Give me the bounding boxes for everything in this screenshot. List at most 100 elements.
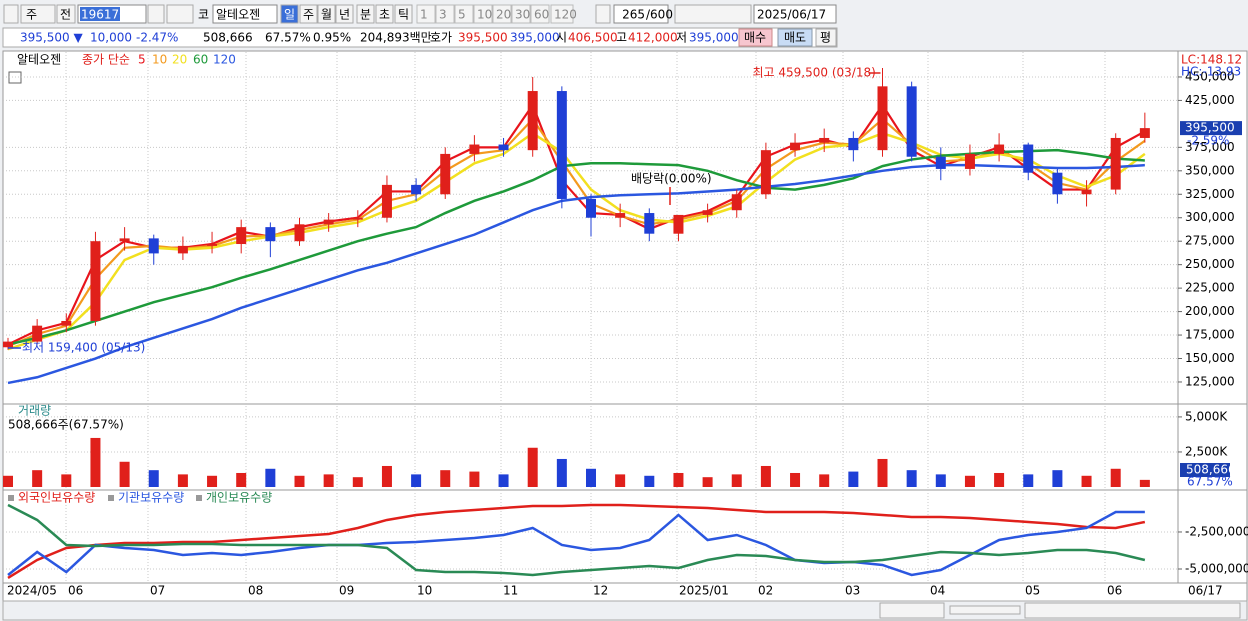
interval-button[interactable] — [550, 4, 574, 24]
volume-bar — [352, 477, 363, 487]
bid: 395,000 — [510, 31, 560, 45]
high-annotation: 최고 459,500 (03/18) — [753, 66, 876, 80]
interval-button[interactable] — [530, 4, 550, 24]
y-tick-label: 250,000 — [1185, 257, 1235, 271]
sell-button[interactable] — [777, 28, 813, 47]
turnover-rate: 0.95% — [313, 31, 351, 45]
candle-body — [294, 224, 305, 242]
market-select[interactable] — [20, 4, 56, 24]
quote-bar — [2, 27, 838, 48]
period-button[interactable] — [280, 4, 299, 24]
volume-bar — [411, 474, 422, 487]
count-box[interactable] — [613, 4, 669, 24]
volume-bar — [469, 471, 480, 487]
period-button[interactable] — [335, 4, 354, 24]
x-tick-label: 03 — [845, 584, 860, 598]
legend-name: 알테오젠 — [17, 53, 61, 67]
legend-entry: 60 — [193, 53, 208, 67]
tool-buttons[interactable] — [1024, 602, 1241, 619]
last-volume: 508,666 — [1186, 463, 1236, 477]
interval: 10 — [477, 8, 492, 22]
interval-button[interactable] — [454, 4, 474, 24]
legend-entry: 120 — [213, 53, 236, 67]
icon-button[interactable] — [3, 4, 19, 24]
volume-bar — [644, 475, 655, 487]
last-change: -2.59% — [1187, 134, 1229, 148]
panel-title: 거래량 — [18, 404, 51, 418]
volume-bar — [673, 472, 684, 487]
hc-label: HC:-13.93 — [1181, 65, 1241, 79]
period-button[interactable] — [317, 4, 336, 24]
period: 초 — [379, 8, 390, 22]
period: 일 — [284, 8, 295, 22]
volume-bar — [731, 474, 742, 487]
last-price-box — [1180, 121, 1242, 136]
candle-body — [440, 153, 451, 195]
sound-button[interactable] — [166, 4, 194, 24]
volume-bar — [498, 474, 509, 487]
y-tick-label: -2,500,000 — [1185, 524, 1248, 538]
open-label: 시 — [556, 31, 567, 45]
candle-body — [819, 137, 830, 143]
candle-body — [3, 341, 13, 348]
volume-bar — [556, 458, 567, 487]
search-button[interactable] — [147, 4, 165, 24]
date-box[interactable] — [753, 4, 837, 24]
volume-bar — [207, 475, 218, 487]
ask: 395,500 — [458, 31, 508, 45]
interval-button[interactable] — [416, 4, 436, 24]
volume-bar — [527, 447, 538, 487]
volume-bar — [906, 470, 917, 487]
avg-button[interactable] — [815, 28, 837, 47]
volume-bar — [702, 477, 713, 487]
volume-bar — [1052, 470, 1063, 487]
candle-body — [644, 213, 655, 234]
period-button[interactable] — [356, 4, 375, 24]
candle-body — [148, 238, 159, 254]
interval-button[interactable] — [435, 4, 455, 24]
scroll-buttons[interactable] — [879, 602, 945, 619]
interval-button[interactable] — [492, 4, 512, 24]
period-button[interactable] — [299, 4, 318, 24]
dropdown[interactable] — [595, 4, 611, 24]
volume-bar — [119, 461, 130, 487]
candle-body — [673, 214, 684, 234]
tool-icons[interactable] — [674, 4, 752, 24]
period: 분 — [360, 8, 371, 22]
volume-bar — [1139, 479, 1150, 487]
interval-button[interactable] — [511, 4, 531, 24]
volume-bar — [964, 475, 975, 487]
change: 10,000 — [90, 31, 132, 45]
amount: 204,893백만 — [360, 31, 432, 45]
candle-body — [877, 86, 888, 151]
y-tick-label: 375,000 — [1185, 140, 1235, 154]
volume-bar — [294, 475, 305, 487]
volume-bar — [381, 465, 392, 487]
period-button[interactable] — [394, 4, 413, 24]
prev-button[interactable] — [56, 4, 76, 24]
moving-average — [7, 117, 1146, 348]
zoom-slider[interactable] — [949, 605, 1021, 615]
candle-body — [964, 153, 975, 169]
candle-body — [994, 144, 1005, 154]
y-tick-label: 125,000 — [1185, 374, 1235, 388]
candle-body — [586, 198, 596, 218]
interval-button[interactable] — [473, 4, 493, 24]
low: 395,000 — [689, 31, 739, 45]
candle-body — [731, 194, 742, 211]
candle-body — [177, 245, 188, 254]
volume-bar — [819, 474, 830, 487]
last-volume-rate: 67.57% — [1187, 475, 1233, 489]
candle-body — [848, 137, 859, 151]
name-box[interactable] — [212, 4, 278, 24]
interval: 20 — [496, 8, 511, 22]
x-tick-label: 08 — [248, 584, 263, 598]
last-volume-box — [1180, 463, 1230, 477]
x-tick-label: 10 — [417, 584, 432, 598]
x-tick-label: 11 — [503, 584, 518, 598]
last-price: 395,500 — [1185, 121, 1235, 135]
period-button[interactable] — [375, 4, 394, 24]
candle-body — [469, 144, 480, 154]
table-icon[interactable] — [8, 71, 22, 84]
buy-button[interactable] — [738, 28, 773, 47]
